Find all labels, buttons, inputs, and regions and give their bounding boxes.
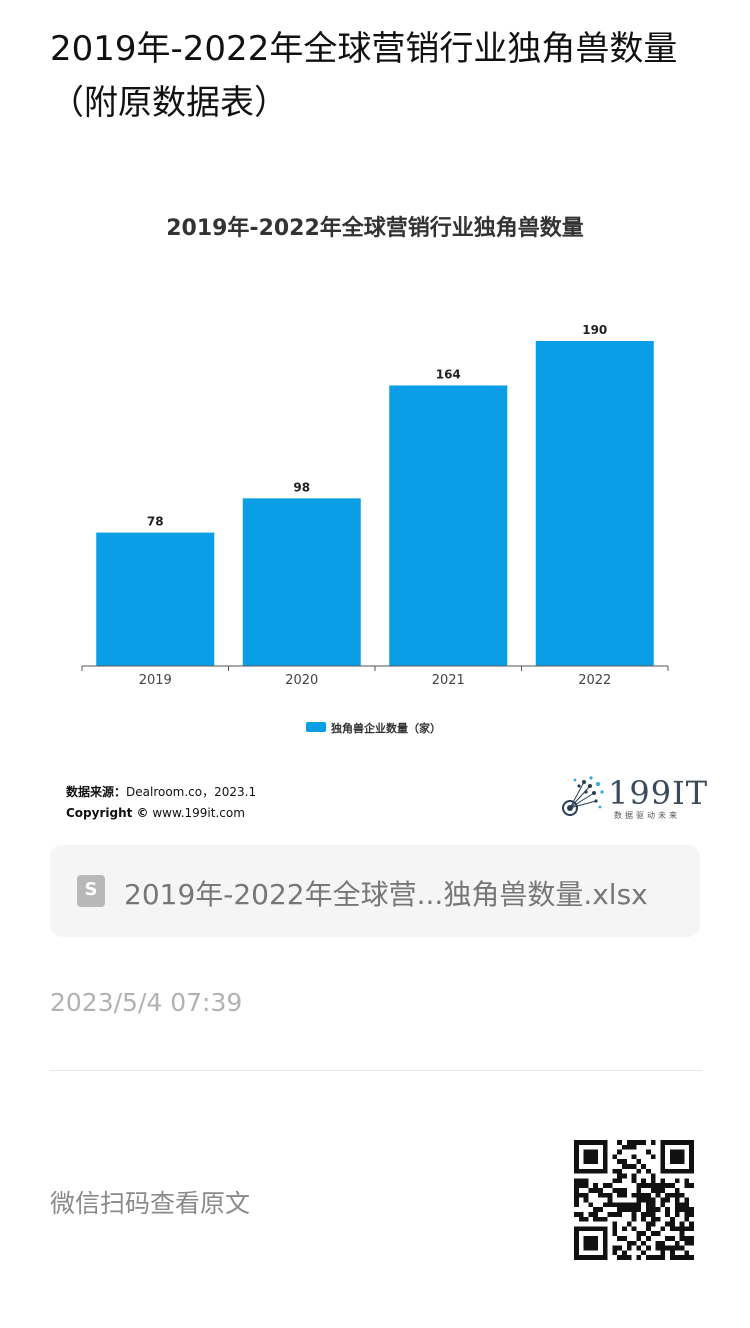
bar-2020 — [242, 498, 361, 666]
data-label-2019: 78 — [147, 515, 164, 529]
bar-chart: 78 2019 98 2020 164 2021 190 2022 独角兽企业数量（家） — [81, 323, 669, 735]
attachment-filename[interactable]: 2019年-2022年全球营...独角兽数量.xlsx — [124, 878, 648, 911]
publish-timestamp: 2023/5/4 07:39 — [50, 988, 243, 1017]
source-value: Dealroom.co，2023.1 — [126, 785, 257, 799]
data-label-2022: 190 — [582, 323, 607, 337]
source-block: 数据来源：Dealroom.co，2023.1 Copyright © www.… — [66, 782, 256, 824]
qr-label: 微信扫码查看原文 — [50, 1189, 251, 1218]
bar-2022 — [535, 341, 654, 666]
bar-2019 — [96, 532, 215, 666]
brand-logo: 199IT 数据驱动未来 — [560, 774, 707, 820]
x-tick-label-2021: 2021 — [432, 673, 465, 688]
chart-image: 2019年-2022年全球营销行业独角兽数量 78 2019 98 2020 164 20… — [50, 190, 707, 830]
file-icon-letter: S — [84, 879, 98, 900]
spreadsheet-file-icon: S — [77, 875, 105, 907]
data-label-2021: 164 — [436, 367, 461, 381]
x-tick-label-2022: 2022 — [578, 673, 611, 688]
copyright-value: www.199it.com — [148, 806, 245, 820]
bar-2021 — [389, 385, 508, 666]
x-tick-label-2020: 2020 — [285, 673, 318, 688]
legend-label: 独角兽企业数量（家） — [330, 721, 441, 735]
x-tick-label-2019: 2019 — [139, 673, 172, 688]
qr-code-icon[interactable] — [573, 1140, 695, 1260]
legend-swatch — [306, 722, 326, 732]
dandelion-logo-icon — [562, 776, 604, 816]
attachment-card[interactable]: S 2019年-2022年全球营...独角兽数量.xlsx — [50, 845, 700, 937]
brand-text: 199IT — [608, 774, 709, 812]
brand-subtitle: 数据驱动未来 — [614, 811, 680, 820]
source-label: 数据来源： — [66, 785, 127, 799]
article-title: 2019年-2022年全球营销行业独角兽数量（附原数据表） — [50, 29, 678, 123]
chart-title: 2019年-2022年全球营销行业独角兽数量 — [166, 216, 584, 241]
copyright-label: Copyright © — [66, 806, 149, 820]
data-label-2020: 98 — [293, 480, 310, 494]
divider — [50, 1070, 702, 1071]
